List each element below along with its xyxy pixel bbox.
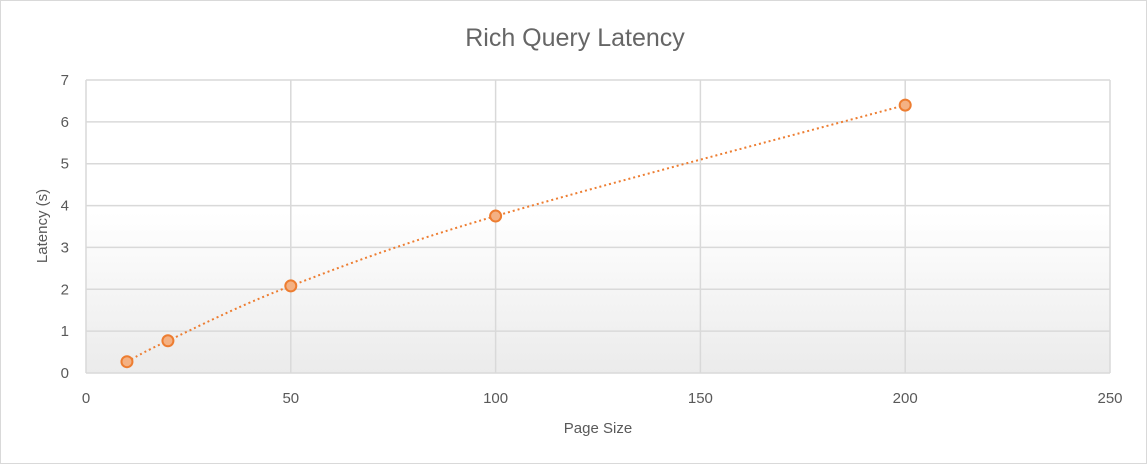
x-axis-label: Page Size: [564, 420, 632, 437]
y-tick-label: 5: [61, 156, 69, 173]
x-tick-label: 250: [1097, 390, 1122, 407]
plot-area: [86, 80, 1110, 373]
x-tick-label: 150: [688, 390, 713, 407]
x-tick-label: 200: [893, 390, 918, 407]
y-tick-label: 6: [61, 114, 69, 131]
tick-label-layer: 0 1 2 3 4 5 6 7 0 50 100 150 200 250: [61, 72, 1123, 407]
data-point[interactable]: [898, 98, 912, 112]
grid-layer: [85, 79, 1111, 374]
data-point[interactable]: [161, 334, 175, 348]
y-tick-label: 1: [61, 323, 69, 340]
y-axis-label: Latency (s): [34, 189, 51, 263]
x-tick-label: 100: [483, 390, 508, 407]
marker-layer: [120, 98, 912, 369]
y-tick-label: 2: [61, 281, 69, 298]
y-tick-label: 4: [61, 198, 69, 215]
data-point[interactable]: [284, 279, 298, 293]
y-tick-label: 0: [61, 365, 69, 382]
x-tick-label: 0: [82, 390, 90, 407]
y-tick-label: 3: [61, 239, 69, 256]
chart-title: Rich Query Latency: [465, 24, 685, 52]
data-point[interactable]: [120, 355, 134, 369]
x-tick-label: 50: [282, 390, 299, 407]
data-point[interactable]: [489, 209, 503, 223]
y-tick-label: 7: [61, 72, 69, 89]
